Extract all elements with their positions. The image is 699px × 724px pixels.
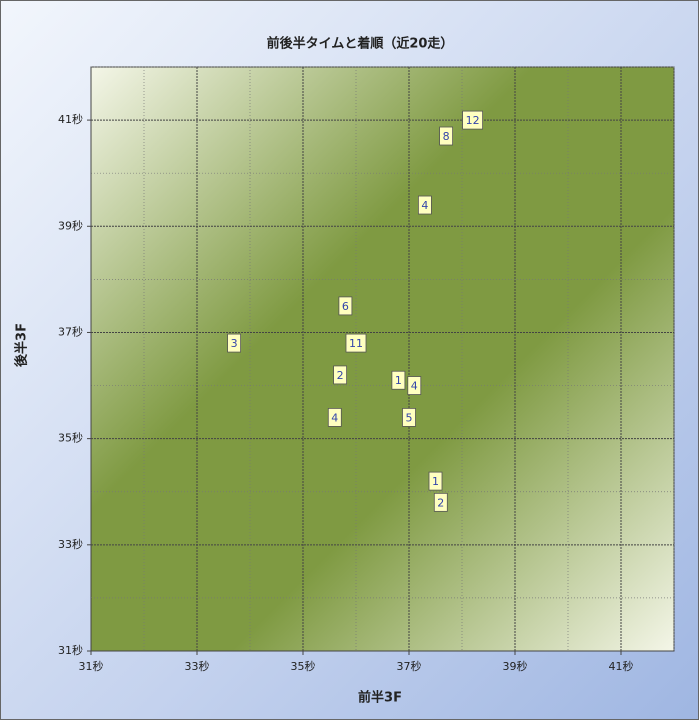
point-label: 1 [432,475,439,488]
point-box [345,333,367,353]
point-box [417,195,432,215]
x-tick-label: 35秒 [291,659,316,673]
point: 4 [327,407,342,427]
point-label: 4 [331,411,338,424]
point: 11 [345,333,367,353]
y-tick-label: 33秒 [58,537,83,551]
y-axis-title: 後半3F [14,323,30,367]
point: 12 [462,110,484,130]
point-label: 2 [437,496,444,509]
point: 8 [439,126,454,146]
point: 4 [417,195,432,215]
point-label: 6 [342,300,349,313]
point-box [407,376,422,395]
point-box [227,333,242,353]
point-label: 12 [466,114,480,127]
point-box [327,407,342,427]
point-label: 8 [443,130,450,143]
point-box [333,365,348,385]
y-tick-label: 31秒 [58,643,83,657]
point: 1 [391,370,406,390]
x-tick-label: 41秒 [609,659,634,673]
point-box [402,407,416,427]
point-label: 2 [337,369,344,382]
point-label: 4 [411,380,418,393]
y-tick-label: 35秒 [58,431,83,445]
point-box [391,370,406,390]
point-label: 3 [231,337,238,350]
y-tick-label: 39秒 [58,218,83,232]
point: 6 [338,296,353,316]
point-box [462,110,484,130]
point-label: 5 [406,411,413,424]
point-box [428,471,443,491]
point-box [338,296,353,316]
chart-title: 前後半タイムと着順（近20走） [267,36,454,52]
point: 2 [333,365,348,385]
x-tick-label: 37秒 [397,659,422,673]
plot-area [90,66,675,652]
y-tick-label: 41秒 [58,112,83,126]
x-tick-label: 31秒 [79,659,104,673]
point-box [439,126,454,146]
point-box [433,492,448,512]
point-label: 4 [421,199,428,212]
y-tick-label: 37秒 [58,324,83,338]
x-axis-title: 前半3F [358,690,402,706]
point-label: 11 [349,337,363,350]
x-tick-label: 39秒 [503,659,528,673]
x-tick-label: 33秒 [185,659,210,673]
point-label: 1 [395,374,402,387]
point: 2 [433,492,448,512]
point: 4 [407,376,422,395]
point: 5 [402,407,416,427]
point: 1 [428,471,443,491]
point: 3 [227,333,242,353]
